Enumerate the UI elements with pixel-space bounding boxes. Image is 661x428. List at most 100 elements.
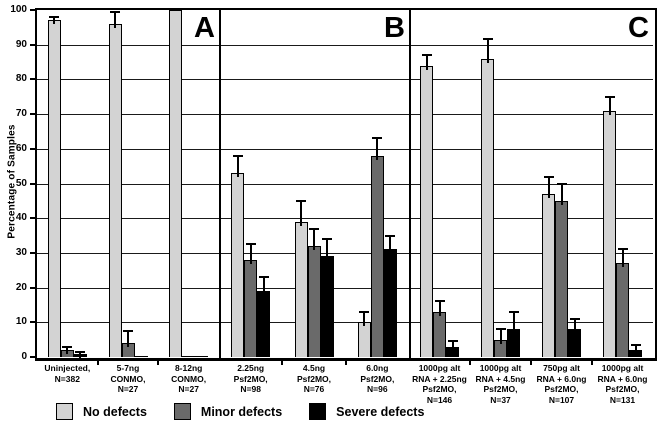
panel-label: B [384,12,405,44]
group-label: 8-12ng CONMO, N=27 [171,363,207,394]
x-axis-tick [281,360,284,365]
panel-divider [219,10,221,361]
panel-label: C [628,12,649,44]
error-bar-cap [421,54,432,57]
error-bar-cap [62,346,73,349]
y-axis-tick [30,356,37,358]
error-bar [79,351,82,358]
x-axis-tick [530,360,532,365]
y-axis-tick [30,251,37,254]
bar-no-defects [357,322,371,357]
group-label: 5-7ng CONMO, N=27 [110,363,146,394]
bar-no-defects [108,23,122,357]
group-label: Uninjected, N=382 [44,363,91,384]
error-bar [363,311,366,327]
gridline [37,287,653,289]
error-bar-cap [49,15,60,18]
legend-label: Minor defects [200,404,283,419]
gridline [37,218,653,220]
y-tick-label: 60 [15,142,27,154]
y-tick-label: 40 [15,212,27,224]
error-bar [66,347,69,355]
error-bar-cap [110,10,120,13]
panel-label: A [194,12,215,44]
error-bar-cap [258,276,269,279]
error-bar [608,96,611,115]
bar-no-defects [481,58,494,357]
bar-minor-defects [433,311,446,357]
error-bar [376,138,379,160]
group-label: 1000pg alt RNA + 2.25ng Psf2MO, N=146 [412,363,467,405]
bar-minor-defects [307,245,321,357]
error-bar [438,301,441,316]
legend: No defects Minor defects Severe defects [56,403,451,420]
error-bar-cap [508,310,519,313]
y-tick-label: 0 [21,351,27,362]
bar-no-defects [231,173,245,357]
error-bar [486,39,489,63]
error-bar-cap [569,317,580,320]
legend-swatch [173,403,191,420]
error-bar [114,11,116,28]
bar-minor-defects [616,263,629,357]
error-bar-cap [543,175,554,178]
error-bar-cap [372,137,383,140]
error-bar [560,183,563,205]
group-label: 1000pg alt RNA + 4.5ng Psf2MO, N=37 [475,363,526,405]
bar-no-defects [169,10,183,357]
error-bar-cap [630,343,641,346]
bar-no-defects [420,65,433,357]
legend-swatch [309,403,327,420]
y-axis-tick [30,43,37,46]
legend-label: Severe defects [336,404,425,419]
y-tick-label: 70 [15,108,27,120]
bar-no-defects [294,221,308,357]
error-bar [634,344,637,355]
y-tick-label: 80 [15,73,27,85]
y-axis-tick [30,78,37,81]
error-bar-cap [296,199,306,202]
error-bar-cap [123,329,133,332]
gridline [37,252,653,254]
bar-no-defects [542,193,555,357]
bar-severe-defects [568,329,581,357]
y-tick-label: 90 [15,38,27,50]
y-tick-label: 50 [15,177,27,189]
error-bar [621,249,624,268]
error-bar-cap [322,238,332,241]
x-axis-tick [157,360,160,365]
error-bar-cap [245,243,256,246]
gridline [37,148,653,150]
error-bar-cap [617,248,628,251]
bar-severe-defects [383,249,397,357]
error-bar [236,155,239,178]
y-tick-label: 10 [15,316,27,328]
x-axis-tick [469,360,471,365]
y-axis-tick [30,321,37,324]
gridline [37,114,653,116]
bar-severe-defects [195,355,209,357]
error-bar [249,244,252,264]
x-axis-tick [591,360,593,365]
error-bar [512,311,515,334]
error-bar [313,228,315,250]
error-bar [499,329,502,344]
y-tick-label: 100 [10,4,27,15]
gridline [37,183,653,185]
error-bar [451,341,454,351]
error-bar [127,330,129,348]
error-bar [53,16,56,25]
bar-severe-defects [320,256,334,357]
group-label: 750pg alt RNA + 6.0ng Psf2MO, N=107 [536,363,587,405]
error-bar [573,318,576,334]
error-bar-cap [75,350,86,353]
error-bar-cap [359,310,370,313]
error-bar-cap [556,182,567,185]
y-axis-tick [30,217,37,220]
error-bar-cap [309,227,319,230]
gridline [37,44,653,46]
bar-no-defects [47,20,61,357]
x-axis-tick [96,360,99,365]
group-label: 4.5ng Psf2MO, N=76 [296,363,331,394]
